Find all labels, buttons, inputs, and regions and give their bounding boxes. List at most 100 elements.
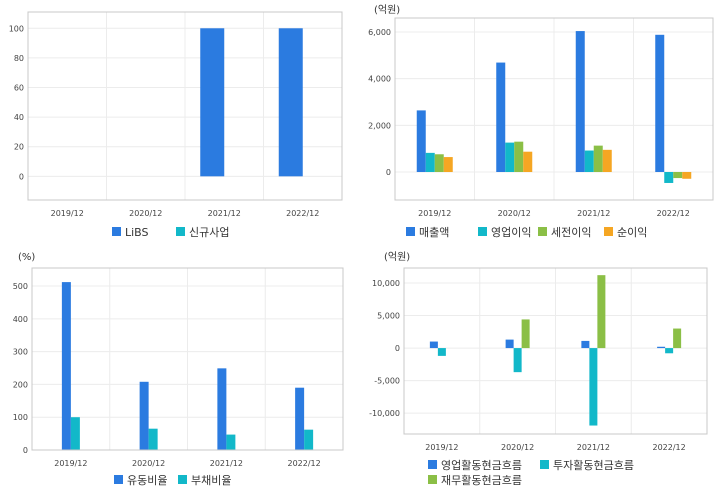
bar-매출액 [416, 110, 426, 172]
legend-label: 매출액 [419, 226, 449, 239]
y-tick-label: 100 [13, 413, 28, 422]
bar-순이익 [602, 149, 612, 172]
bar-투자활동현금흐름 [665, 348, 674, 354]
x-tick-label: 2022/12 [657, 209, 690, 218]
legend-label: 신규사업 [189, 226, 229, 239]
bar-세전이익 [434, 154, 444, 172]
chart-business-share: 0 20 40 60 80 100 2019/12 2020/12 2021/12 2022/12… [0, 0, 360, 248]
bar-LiBS [200, 28, 225, 177]
bar-LiBS [278, 28, 303, 177]
legend-swatch [176, 227, 185, 236]
y-tick-label: 60 [14, 83, 24, 92]
y-tick-label: 0 [23, 446, 28, 455]
plot-frame [27, 11, 343, 201]
x-tick-label: 2019/12 [418, 209, 451, 218]
legend-swatch [114, 475, 123, 484]
bar-순이익 [682, 172, 692, 179]
bar-순이익 [523, 151, 533, 172]
bar-재무활동현금흐름 [673, 328, 682, 349]
legend-swatch [178, 475, 187, 484]
y-tick-label: 100 [9, 24, 24, 33]
legend-swatch [478, 227, 487, 236]
x-tick-label: 2021/12 [210, 459, 243, 468]
y-tick-label: 300 [13, 348, 28, 357]
bar-재무활동현금흐름 [521, 319, 530, 349]
bar-투자활동현금흐름 [437, 348, 446, 356]
bar-영업이익 [425, 152, 435, 172]
x-tick-label: 2019/12 [425, 443, 458, 452]
x-tick-label: 2021/12 [208, 209, 241, 218]
bar-매출액 [496, 62, 506, 172]
bar-세전이익 [514, 141, 524, 172]
legend-label: 영업활동현금흐름 [441, 458, 522, 472]
bar-영업활동현금흐름 [581, 340, 590, 349]
y-tick-label: -10,000 [369, 409, 400, 418]
chart-ratios: (%) 0 100 200 300 400 500 2019/12 2020/12 2021/12… [0, 248, 360, 496]
bar-재무활동현금흐름 [597, 275, 606, 349]
chart-svg: (%) 0 100 200 300 400 500 2019/12 2020/12 2021/12… [13, 252, 344, 487]
y-tick-label: 400 [13, 315, 28, 324]
bar-유동비율 [295, 387, 305, 450]
bar-세전이익 [593, 145, 603, 172]
y-tick-label: 500 [13, 282, 28, 291]
legend-label: 영업이익 [491, 226, 531, 239]
unit-label: (억원) [384, 251, 410, 263]
bar-부채비율 [226, 434, 236, 450]
x-tick-label: 2022/12 [653, 443, 686, 452]
bar-유동비율 [217, 368, 227, 450]
bar-영업활동현금흐름 [429, 341, 438, 349]
chart-cashflow: (억원) -10,000 -5,000 0 5,000 10,000 2019/12 2020… [360, 248, 720, 496]
x-tick-label: 2020/12 [132, 459, 165, 468]
x-tick-label: 2021/12 [577, 443, 610, 452]
legend-label: 유동비율 [127, 474, 167, 487]
x-tick-label: 2020/12 [129, 209, 162, 218]
bar-순이익 [443, 157, 453, 172]
y-tick-label: 6,000 [368, 28, 391, 37]
x-tick-label: 2022/12 [286, 209, 319, 218]
chart-svg: (억원) -10,000 -5,000 0 5,000 10,000 2019/12 2020… [369, 251, 708, 487]
y-tick-label: 0 [395, 344, 400, 353]
x-tick-label: 2019/12 [51, 209, 84, 218]
legend-swatch [540, 460, 549, 469]
legend-label: 세전이익 [551, 226, 591, 239]
x-tick-label: 2021/12 [577, 209, 610, 218]
bar-영업활동현금흐름 [657, 346, 666, 349]
bar-유동비율 [61, 282, 71, 450]
legend-label: LiBS [125, 226, 149, 239]
bar-투자활동현금흐름 [513, 348, 522, 373]
y-tick-label: 0 [19, 172, 24, 181]
bar-영업이익 [584, 150, 594, 172]
y-tick-label: 5,000 [377, 312, 400, 321]
legend-label: 재무활동현금흐름 [441, 473, 522, 487]
bar-매출액 [655, 34, 665, 172]
bar-매출액 [575, 31, 585, 172]
y-tick-label: 20 [14, 143, 24, 152]
plot-frame [394, 17, 714, 201]
chart-svg: (억원) 0 2,000 4,000 6,000 2019/12 2020/12 2021/1… [368, 4, 714, 239]
bar-영업이익 [505, 142, 515, 172]
legend-label: 순이익 [617, 226, 647, 239]
bar-부채비율 [148, 428, 158, 450]
x-tick-label: 2020/12 [501, 443, 534, 452]
y-tick-label: 4,000 [368, 75, 391, 84]
legend-label: 부채비율 [191, 474, 231, 487]
plot-frame [31, 267, 344, 451]
y-tick-label: 80 [14, 54, 24, 63]
y-tick-label: -5,000 [374, 377, 400, 386]
chart-income: (억원) 0 2,000 4,000 6,000 2019/12 2020/12 2021/1… [360, 0, 720, 248]
bar-부채비율 [70, 417, 80, 450]
bar-부채비율 [304, 429, 314, 450]
bar-투자활동현금흐름 [589, 348, 598, 426]
chart-svg: 0 20 40 60 80 100 2019/12 2020/12 2021/12 2022/12… [9, 11, 343, 239]
legend-swatch [428, 475, 437, 484]
legend-swatch [538, 227, 547, 236]
y-tick-label: 2,000 [368, 121, 391, 130]
x-tick-label: 2019/12 [54, 459, 87, 468]
unit-label: (억원) [374, 4, 400, 16]
x-tick-label: 2020/12 [498, 209, 531, 218]
y-tick-label: 40 [14, 113, 24, 122]
legend-swatch [112, 227, 121, 236]
plot-frame [403, 267, 708, 435]
legend-swatch [406, 227, 415, 236]
legend-label: 투자활동현금흐름 [553, 458, 634, 472]
